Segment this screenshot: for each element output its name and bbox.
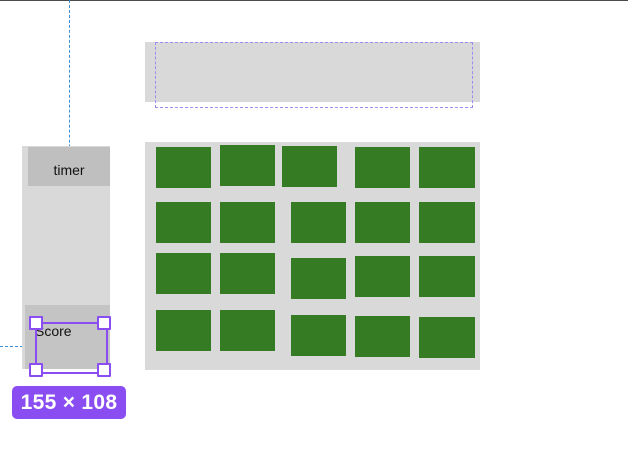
grid-cell[interactable] <box>282 146 337 187</box>
grid-cell[interactable] <box>220 202 275 243</box>
resize-handle-top-left[interactable] <box>29 316 43 330</box>
grid-cell[interactable] <box>355 202 410 243</box>
header-frame[interactable] <box>145 42 480 102</box>
grid-cell[interactable] <box>419 317 475 358</box>
grid-cell[interactable] <box>291 202 346 243</box>
grid-cell[interactable] <box>220 253 275 294</box>
dimensions-badge: 155 × 108 <box>12 386 126 419</box>
selection-box[interactable] <box>35 322 108 374</box>
card-grid-frame[interactable] <box>145 142 480 370</box>
score-label: Score <box>35 323 72 339</box>
timer-label: timer <box>53 162 85 178</box>
resize-handle-bottom-right[interactable] <box>97 363 111 377</box>
grid-cell[interactable] <box>419 256 475 297</box>
timer-box[interactable]: timer <box>28 147 110 186</box>
grid-cell[interactable] <box>220 145 275 186</box>
grid-cell[interactable] <box>355 256 410 297</box>
grid-cell[interactable] <box>156 253 211 294</box>
grid-cell[interactable] <box>156 310 211 351</box>
horizontal-alignment-guide <box>0 346 33 347</box>
grid-cell[interactable] <box>156 147 211 188</box>
grid-cell[interactable] <box>355 316 410 357</box>
grid-cell[interactable] <box>291 315 346 356</box>
grid-cell[interactable] <box>419 202 475 243</box>
grid-cell[interactable] <box>156 202 211 243</box>
canvas-top-border <box>0 0 628 1</box>
grid-cell[interactable] <box>419 147 475 188</box>
grid-cell[interactable] <box>220 310 275 351</box>
grid-cell[interactable] <box>355 147 410 188</box>
header-hover-outline <box>155 42 473 108</box>
resize-handle-top-right[interactable] <box>97 316 111 330</box>
resize-handle-bottom-left[interactable] <box>29 363 43 377</box>
score-box[interactable] <box>25 305 110 369</box>
grid-cell[interactable] <box>291 258 346 299</box>
